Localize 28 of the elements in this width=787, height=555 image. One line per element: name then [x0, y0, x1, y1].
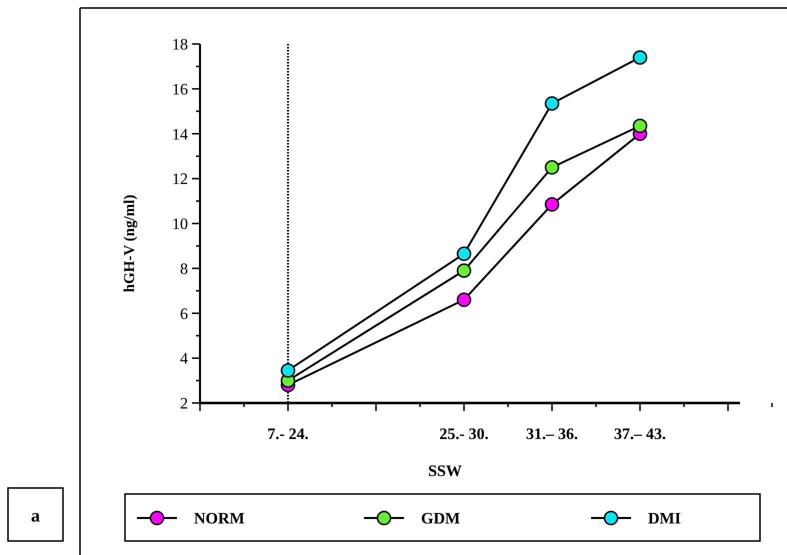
legend-label: DMI — [648, 510, 681, 528]
x-tick-label: 31.– 36. — [526, 426, 578, 443]
x-axis-title: SSW — [428, 463, 462, 480]
y-tick-label: 6 — [180, 306, 188, 323]
point — [456, 246, 472, 262]
y-axis-title: hGH-V (ng/ml) — [122, 194, 138, 292]
y-tick-label: 10 — [172, 216, 188, 234]
y-tick-label: 8 — [180, 260, 188, 278]
point — [632, 50, 648, 65]
x-tick-label: 7.- 24. — [267, 426, 309, 443]
y-tick-label: 14 — [172, 126, 188, 144]
legend-label: GDM — [421, 510, 460, 528]
point — [544, 96, 560, 111]
point — [456, 263, 472, 278]
y-tick-label: 4 — [180, 350, 188, 368]
point — [280, 363, 296, 378]
y-tick-label: 12 — [172, 171, 188, 188]
x-tick-label: 37.– 43. — [614, 426, 666, 443]
point — [544, 197, 560, 212]
x-tick-label: 25.- 30. — [439, 426, 489, 443]
point — [456, 292, 472, 308]
legend-label: NORM — [194, 510, 245, 528]
y-tick-label: 2 — [180, 396, 188, 413]
y-tick-label: 18 — [172, 36, 188, 54]
point — [544, 160, 560, 175]
text: a — [31, 505, 40, 526]
point — [632, 118, 648, 134]
y-tick-label: 16 — [172, 81, 188, 98]
